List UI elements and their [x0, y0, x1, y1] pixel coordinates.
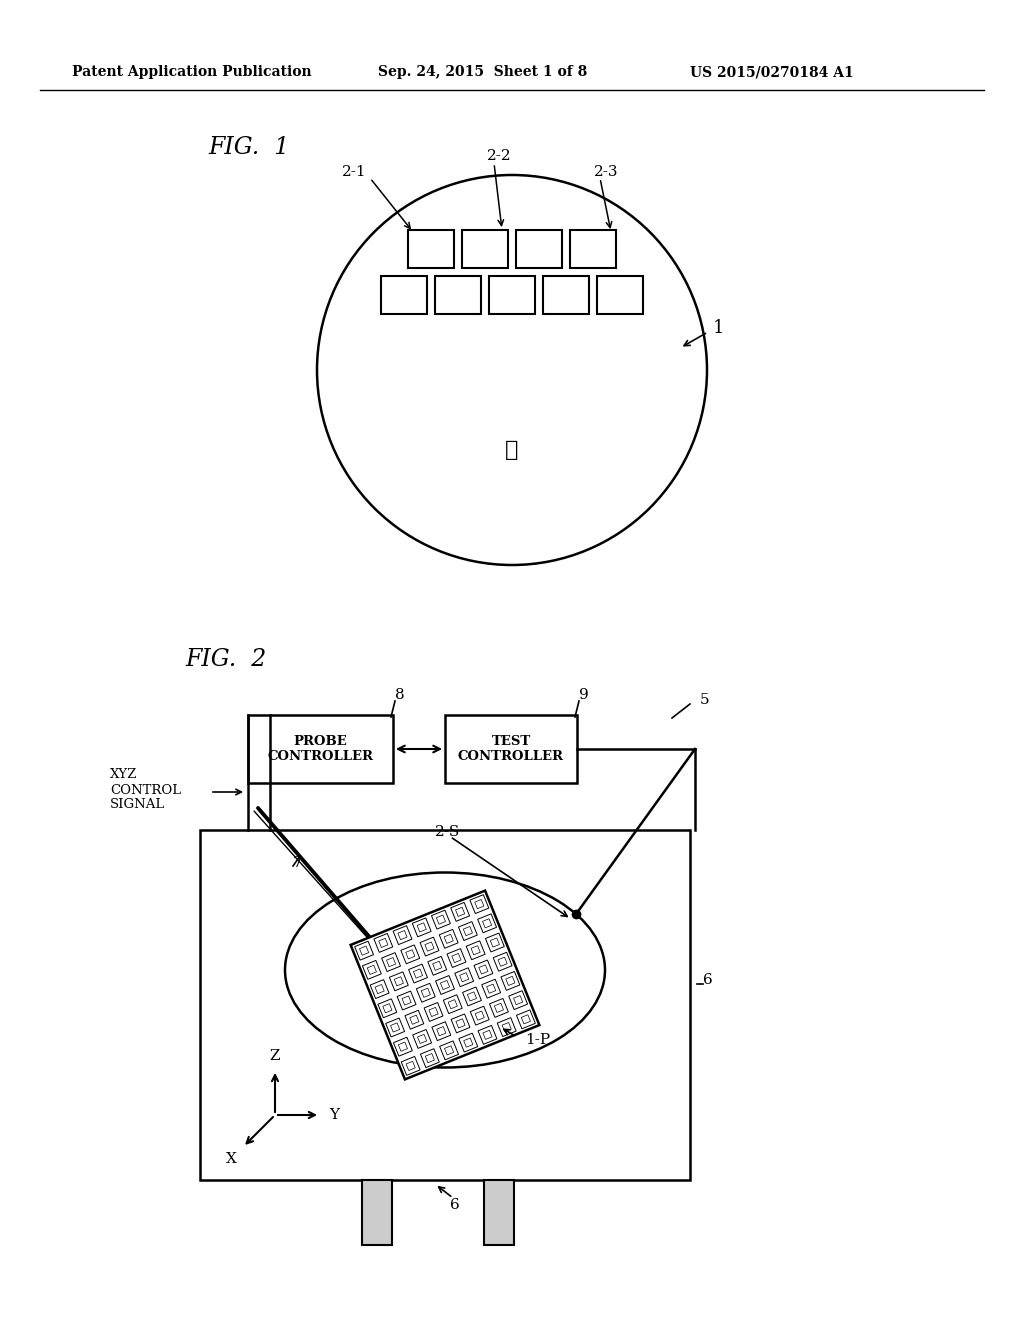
- Bar: [248, 715, 393, 783]
- Text: 9: 9: [579, 688, 589, 702]
- Bar: [484, 1180, 514, 1245]
- Text: 2-2: 2-2: [487, 149, 512, 162]
- Bar: [462, 230, 508, 268]
- Text: FIG.  1: FIG. 1: [208, 136, 289, 160]
- Bar: [408, 230, 454, 268]
- Bar: [543, 276, 589, 314]
- Text: Z: Z: [269, 1049, 281, 1063]
- Text: FIG.  2: FIG. 2: [185, 648, 266, 672]
- Text: Sep. 24, 2015  Sheet 1 of 8: Sep. 24, 2015 Sheet 1 of 8: [378, 65, 587, 79]
- Text: 2-3: 2-3: [594, 165, 618, 180]
- Text: 6: 6: [703, 973, 713, 987]
- Text: 2-S: 2-S: [435, 825, 460, 840]
- Polygon shape: [350, 891, 540, 1080]
- Text: X: X: [225, 1152, 237, 1166]
- Bar: [445, 715, 577, 783]
- Bar: [381, 276, 427, 314]
- Bar: [200, 830, 690, 1180]
- Text: 1: 1: [713, 319, 725, 337]
- Text: 1-P: 1-P: [525, 1034, 550, 1047]
- Text: 2-1: 2-1: [342, 165, 367, 180]
- Text: US 2015/0270184 A1: US 2015/0270184 A1: [690, 65, 854, 79]
- Text: 6: 6: [450, 1199, 460, 1212]
- Text: Y: Y: [329, 1107, 339, 1122]
- Text: 8: 8: [395, 688, 404, 702]
- Bar: [361, 1180, 392, 1245]
- Bar: [570, 230, 616, 268]
- Text: PROBE
CONTROLLER: PROBE CONTROLLER: [267, 735, 374, 763]
- Bar: [516, 230, 562, 268]
- Text: TEST
CONTROLLER: TEST CONTROLLER: [458, 735, 564, 763]
- Bar: [597, 276, 643, 314]
- Text: Patent Application Publication: Patent Application Publication: [72, 65, 311, 79]
- Text: ⋮: ⋮: [505, 440, 519, 461]
- Text: 7: 7: [293, 855, 303, 870]
- Text: 5: 5: [700, 693, 710, 708]
- Bar: [489, 276, 535, 314]
- Text: XYZ
CONTROL
SIGNAL: XYZ CONTROL SIGNAL: [110, 768, 181, 812]
- Bar: [435, 276, 481, 314]
